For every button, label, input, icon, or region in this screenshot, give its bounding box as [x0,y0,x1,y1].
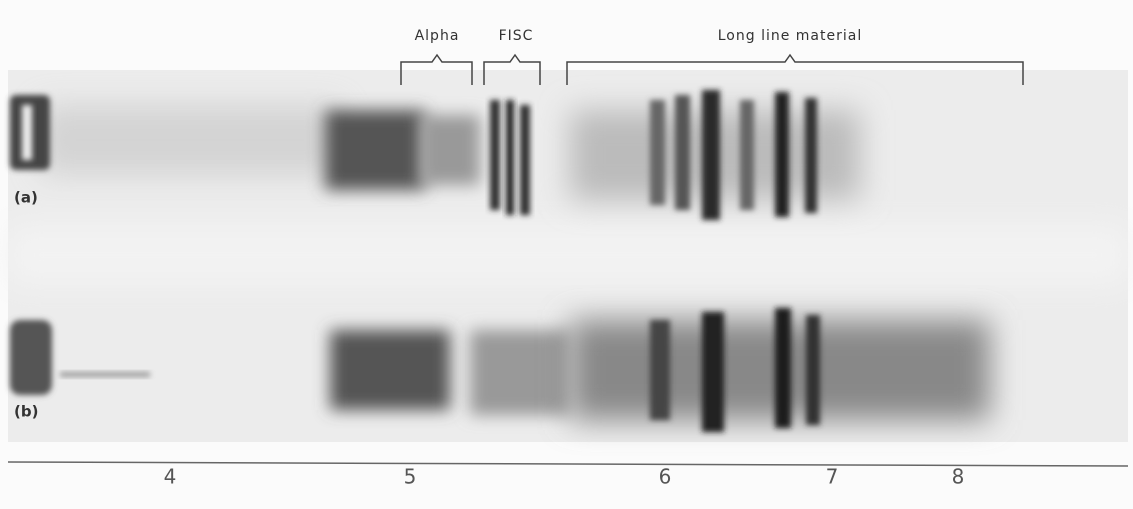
well-core [22,105,32,160]
smear [40,105,340,175]
smear [325,110,425,190]
lane-b [10,308,990,432]
lane-label: (b) [14,403,38,421]
bracket-long-line [566,53,1024,85]
brackets [400,53,1024,85]
bracket-label: Long line material [718,28,862,44]
band [520,105,530,215]
scale-tick-label: 6 [659,465,672,489]
band [702,90,720,220]
band [806,315,820,425]
band [506,100,514,215]
lane-label: (a) [14,189,38,207]
band [490,100,500,210]
scale-tick-label: 8 [952,465,965,489]
smear [420,115,480,185]
scale-line [7,461,1129,467]
scale-tick-label: 5 [404,465,417,489]
band [740,100,754,210]
trace [60,372,150,377]
well [10,320,52,395]
scale-tick-label: 4 [164,465,177,489]
lane-a [10,90,860,220]
band [702,312,724,432]
bracket-label: FISC [499,28,534,44]
bracket-alpha [400,53,473,85]
band [650,320,670,420]
band [775,308,791,428]
band [775,92,789,217]
band [675,95,690,210]
smear [470,330,570,415]
band [805,98,817,213]
band [650,100,665,205]
gel-gap [8,225,1128,285]
smear [330,330,450,410]
bracket-label: Alpha [415,28,460,44]
scale-tick-label: 7 [826,465,839,489]
bracket-fisc [483,53,541,85]
